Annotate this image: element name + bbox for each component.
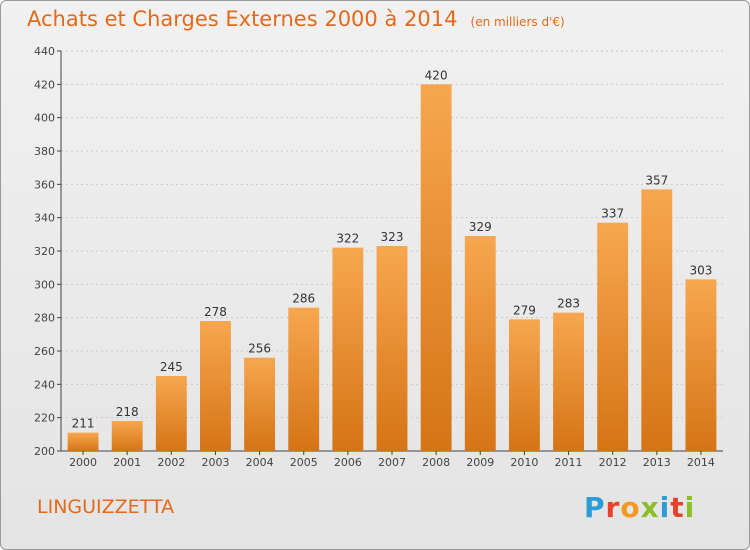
x-tick-label: 2009: [466, 456, 494, 469]
y-tick-label: 300: [34, 278, 55, 291]
logo-letter: i: [684, 491, 696, 524]
bar-value-label: 245: [160, 360, 183, 374]
bar-value-label: 337: [601, 207, 624, 221]
x-tick-label: 2001: [113, 456, 141, 469]
x-tick-label: 2008: [422, 456, 450, 469]
bar: [376, 246, 408, 451]
y-tick-label: 420: [34, 78, 55, 91]
y-tick-label: 400: [34, 112, 55, 125]
bar-value-label: 420: [425, 68, 448, 82]
y-tick-label: 440: [34, 45, 55, 58]
bar: [420, 84, 452, 451]
value-labels: 211 218 245 278 256 286 322 323 420 329 279 283 337 3…: [72, 68, 713, 430]
y-tick-label: 220: [34, 412, 55, 425]
chart-title: Achats et Charges Externes 2000 à 2014: [27, 7, 458, 31]
x-tick-label: 2005: [290, 456, 318, 469]
y-tick-label: 380: [34, 145, 55, 158]
bar: [244, 357, 276, 451]
logo-letter: P: [584, 491, 606, 524]
y-tick-label: 260: [34, 345, 55, 358]
x-tick-label: 2010: [510, 456, 538, 469]
bar-value-label: 278: [204, 305, 227, 319]
bar-value-label: 218: [116, 405, 139, 419]
y-tick-label: 240: [34, 378, 55, 391]
bar-value-label: 256: [248, 342, 271, 356]
x-tick-label: 2007: [378, 456, 406, 469]
bar: [685, 279, 717, 451]
y-tick-label: 200: [34, 445, 55, 458]
x-tick-label: 2011: [555, 456, 583, 469]
bar-value-label: 322: [336, 232, 359, 246]
bar: [508, 319, 540, 451]
x-tick-label: 2003: [201, 456, 229, 469]
bar-value-label: 303: [689, 263, 712, 277]
chart-unit: (en milliers d'€): [470, 15, 565, 29]
x-tick-label: 2004: [246, 456, 274, 469]
bar-value-label: 286: [292, 292, 315, 306]
bar-value-label: 357: [645, 173, 668, 187]
y-tick-label: 360: [34, 178, 55, 191]
bar: [111, 421, 143, 451]
logo-letter: x: [640, 491, 660, 524]
bar-value-label: 283: [557, 297, 580, 311]
bar: [200, 321, 231, 451]
bar: [155, 376, 187, 451]
bar-value-label: 211: [72, 417, 95, 431]
x-tick-label: 2000: [69, 456, 97, 469]
bars: [67, 84, 717, 452]
bar: [553, 312, 584, 451]
logo-letter: i: [659, 491, 671, 524]
bar: [464, 236, 496, 451]
logo-letter: t: [670, 491, 685, 524]
y-tick-label: 280: [34, 312, 55, 325]
bar: [597, 222, 629, 451]
logo-letter: o: [620, 491, 641, 524]
axes: 200 220 240 260 280 300 320 340 360 380 400 420 440 2…: [34, 45, 723, 469]
x-tick-label: 2012: [599, 456, 627, 469]
bar: [67, 432, 99, 451]
x-tick-label: 2006: [334, 456, 362, 469]
x-tick-label: 2014: [687, 456, 715, 469]
bar-value-label: 279: [513, 303, 536, 317]
bar: [288, 307, 320, 451]
title-row: Achats et Charges Externes 2000 à 2014 (…: [27, 7, 565, 31]
x-tick-label: 2002: [157, 456, 185, 469]
logo-letter: r: [605, 491, 621, 524]
bar-value-label: 323: [381, 230, 404, 244]
x-tick-label: 2013: [643, 456, 671, 469]
bar-value-label: 329: [469, 220, 492, 234]
bar: [641, 189, 673, 452]
commune-name: LINGUIZZETTA: [37, 496, 175, 518]
proxiti-logo: Proxiti: [584, 491, 695, 524]
y-tick-label: 320: [34, 245, 55, 258]
bar: [332, 247, 364, 451]
y-tick-label: 340: [34, 212, 55, 225]
